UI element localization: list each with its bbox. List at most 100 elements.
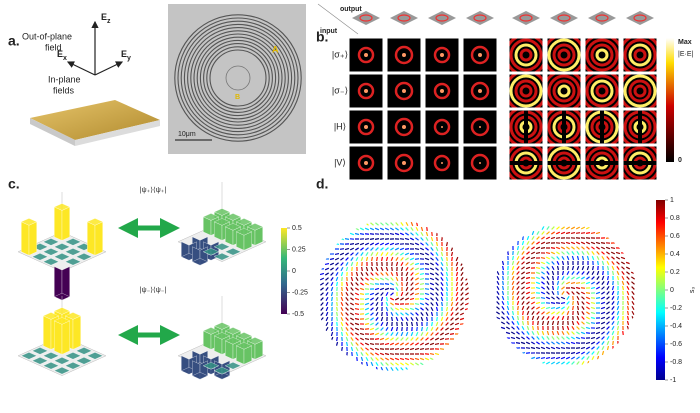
vector <box>525 347 531 349</box>
bar <box>224 362 242 370</box>
vector <box>546 266 550 270</box>
output-plate <box>512 11 540 25</box>
vector <box>420 237 424 241</box>
vector <box>530 341 536 345</box>
vector <box>389 342 395 346</box>
vector <box>414 287 420 291</box>
vector <box>530 346 536 350</box>
vector <box>440 251 444 257</box>
vector <box>625 266 631 270</box>
vector <box>360 256 364 262</box>
vector <box>425 311 429 317</box>
vector <box>550 236 556 240</box>
vector <box>501 311 505 315</box>
vector <box>465 287 469 291</box>
field-node <box>638 110 642 144</box>
vector <box>369 282 375 286</box>
vector <box>354 227 360 231</box>
vector <box>571 255 575 261</box>
vector <box>435 241 439 247</box>
vector <box>616 300 620 306</box>
vector <box>446 261 448 267</box>
vector <box>585 301 591 305</box>
vector <box>596 281 600 285</box>
vector <box>409 347 415 351</box>
vector <box>440 327 444 331</box>
vector <box>359 328 365 330</box>
vector <box>319 282 325 286</box>
vector <box>450 296 454 302</box>
field-node <box>547 161 581 165</box>
vector <box>556 265 560 271</box>
input-label: |H⟩ <box>334 121 346 131</box>
vector <box>545 251 551 255</box>
vector <box>360 347 364 351</box>
vector <box>585 341 591 345</box>
vector <box>541 271 545 275</box>
vector <box>420 316 424 322</box>
bar <box>64 248 82 256</box>
vector <box>610 247 616 249</box>
vector <box>576 291 580 295</box>
vector <box>339 248 345 250</box>
vector <box>409 292 415 296</box>
vector <box>576 305 580 311</box>
bar-face <box>235 332 253 340</box>
bar-face <box>31 357 49 365</box>
vector <box>601 255 605 261</box>
vector <box>615 256 621 260</box>
vector <box>405 227 409 231</box>
vector <box>612 280 614 286</box>
vector <box>359 293 365 295</box>
vector <box>355 282 359 286</box>
vector <box>591 265 595 271</box>
vector <box>551 261 555 265</box>
vector <box>414 262 420 266</box>
axis-label: Ey <box>121 49 131 61</box>
vector <box>405 286 409 292</box>
bar-face <box>42 258 60 266</box>
vector <box>511 285 515 291</box>
vector <box>360 271 364 277</box>
vector <box>440 277 444 281</box>
vector <box>551 296 555 300</box>
vector <box>611 316 615 320</box>
vector <box>566 295 570 301</box>
vector <box>580 337 586 339</box>
vector <box>626 320 630 326</box>
vector <box>389 232 395 236</box>
vector <box>545 241 551 245</box>
vector <box>601 260 605 266</box>
vector <box>551 320 555 326</box>
vector <box>501 300 505 306</box>
colorbar-title: s₃ <box>689 287 696 294</box>
vector <box>350 322 354 326</box>
vector <box>364 322 370 326</box>
vector <box>439 337 445 341</box>
vector <box>420 242 424 246</box>
vector <box>576 300 580 306</box>
vector <box>440 316 444 322</box>
vector <box>370 302 374 306</box>
vector <box>350 297 354 301</box>
vector <box>496 296 500 300</box>
vector <box>536 311 540 315</box>
vector <box>585 232 591 234</box>
vector <box>441 311 443 317</box>
vector <box>515 336 521 340</box>
bar <box>202 362 220 370</box>
vector <box>324 272 330 276</box>
vector <box>374 332 380 336</box>
vector <box>516 281 520 285</box>
vector <box>631 315 635 321</box>
vector <box>369 227 375 231</box>
vector <box>586 251 590 255</box>
vector <box>496 280 500 286</box>
bar <box>191 246 209 266</box>
vector <box>415 237 419 241</box>
vector <box>581 271 585 275</box>
bar <box>64 352 82 360</box>
vector <box>511 255 515 261</box>
output-plate <box>428 11 456 25</box>
vector <box>390 277 394 281</box>
